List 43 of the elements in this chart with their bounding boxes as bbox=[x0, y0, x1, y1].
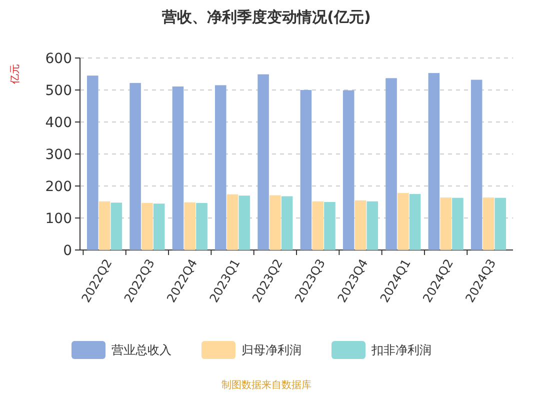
bar bbox=[172, 86, 184, 250]
y-tick-label: 0 bbox=[63, 242, 72, 259]
bar bbox=[86, 76, 98, 250]
bar bbox=[226, 194, 238, 250]
y-tick-label: 500 bbox=[45, 82, 72, 99]
y-tick-label: 200 bbox=[45, 178, 72, 195]
bar bbox=[366, 201, 378, 250]
bar bbox=[258, 74, 269, 250]
bar bbox=[440, 198, 452, 250]
y-tick-label: 100 bbox=[45, 210, 72, 227]
bar bbox=[130, 82, 141, 250]
bar bbox=[214, 85, 226, 250]
bar bbox=[354, 200, 366, 250]
bar bbox=[398, 193, 409, 250]
bar bbox=[452, 198, 464, 250]
chart-title: 营收、净利季度变动情况(亿元) bbox=[161, 8, 371, 26]
bar bbox=[409, 194, 421, 250]
bar bbox=[270, 195, 281, 250]
bar bbox=[312, 201, 324, 250]
bar bbox=[142, 202, 153, 250]
y-tick-label: 400 bbox=[45, 114, 72, 131]
bar bbox=[428, 73, 440, 250]
bar bbox=[494, 198, 506, 250]
bar bbox=[184, 202, 196, 250]
text: 制图数据来自数据库 bbox=[222, 379, 312, 391]
bar bbox=[470, 80, 482, 250]
y-tick-label: 300 bbox=[45, 146, 72, 163]
bar bbox=[153, 204, 165, 250]
bar bbox=[98, 201, 110, 250]
legend-label: 归母净利润 bbox=[242, 343, 302, 358]
y-tick-label: 600 bbox=[45, 50, 72, 67]
bar bbox=[324, 202, 336, 250]
legend-label: 扣非净利润 bbox=[370, 343, 432, 358]
legend-label: 营业总收入 bbox=[112, 343, 172, 358]
bar bbox=[300, 90, 312, 250]
bar bbox=[196, 202, 208, 250]
bar bbox=[110, 202, 122, 250]
bar bbox=[238, 196, 250, 250]
y-axis-title: 亿元 bbox=[10, 64, 21, 85]
bar bbox=[342, 90, 354, 250]
bar bbox=[482, 198, 494, 250]
bar bbox=[386, 78, 397, 250]
bar bbox=[281, 196, 293, 250]
